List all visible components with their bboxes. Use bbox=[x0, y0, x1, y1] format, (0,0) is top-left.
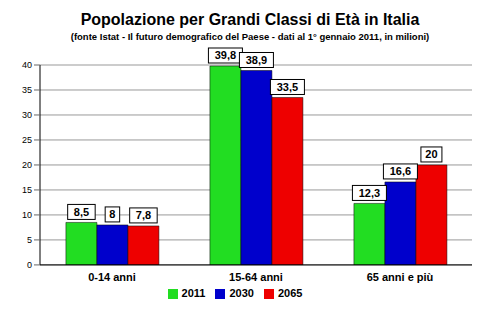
html-text:2011: 2011 bbox=[181, 286, 206, 299]
svg-text:12,3: 12,3 bbox=[359, 187, 380, 199]
svg-text:20: 20 bbox=[22, 160, 32, 170]
svg-text:35: 35 bbox=[22, 85, 32, 95]
svg-text:7,8: 7,8 bbox=[136, 209, 151, 221]
html-text:2065: 2065 bbox=[277, 286, 303, 299]
svg-text:30: 30 bbox=[22, 110, 32, 120]
html-text:(fonte Istat - Il futuro demog: (fonte Istat - Il futuro demografico del… bbox=[70, 31, 430, 42]
svg-text:15: 15 bbox=[22, 185, 32, 195]
svg-text:0: 0 bbox=[27, 260, 32, 270]
svg-text:40: 40 bbox=[22, 60, 32, 70]
svg-text:10: 10 bbox=[22, 210, 32, 220]
svg-text:5: 5 bbox=[27, 235, 32, 245]
html-text:2030: 2030 bbox=[229, 286, 254, 299]
svg-text:20: 20 bbox=[425, 148, 437, 160]
svg-text:38,9: 38,9 bbox=[246, 54, 267, 66]
svg-text:25: 25 bbox=[22, 135, 32, 145]
svg-text:0-14 anni: 0-14 anni bbox=[88, 271, 136, 283]
svg-text:16,6: 16,6 bbox=[390, 165, 411, 177]
svg-text:8: 8 bbox=[109, 208, 115, 220]
svg-text:39,8: 39,8 bbox=[215, 49, 236, 61]
svg-text:65 anni e più: 65 anni e più bbox=[367, 271, 434, 283]
svg-text:33,5: 33,5 bbox=[277, 81, 298, 93]
svg-text:8,5: 8,5 bbox=[74, 206, 89, 218]
html-text:Popolazione per Grandi Classi: Popolazione per Grandi Classi di Età in … bbox=[80, 11, 420, 28]
svg-text:15-64 anni: 15-64 anni bbox=[229, 271, 283, 283]
